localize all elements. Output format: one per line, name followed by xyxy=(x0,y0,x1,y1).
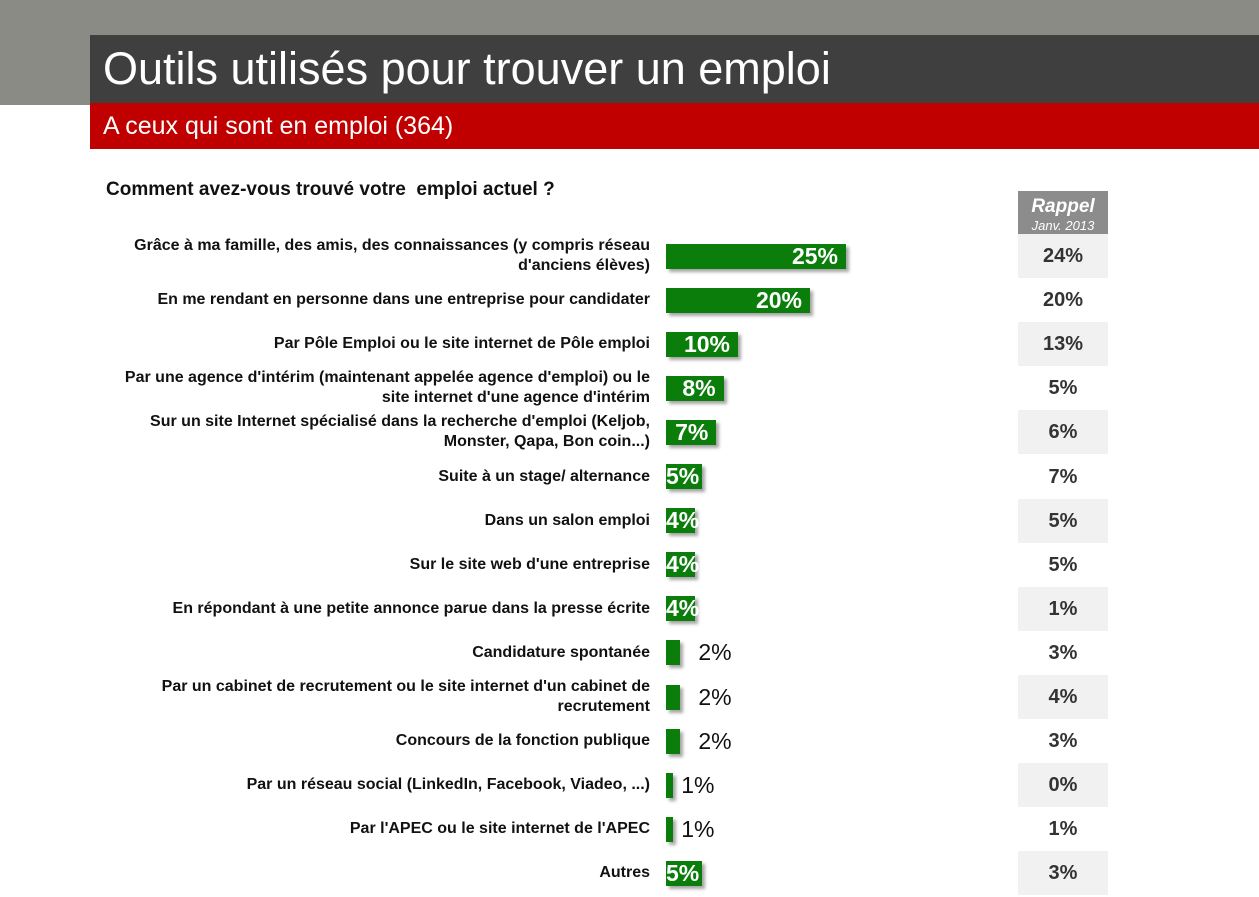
bar-value-label: 4% xyxy=(666,551,700,578)
category-label: Autres xyxy=(599,864,650,882)
rappel-value: 3% xyxy=(1048,641,1078,664)
bar-value-label: 2% xyxy=(698,639,732,666)
bar xyxy=(666,508,695,534)
page-title: Outils utilisés pour trouver un emploi xyxy=(90,35,1259,103)
bar-value-label: 4% xyxy=(666,507,700,534)
rappel-title: Rappel xyxy=(1031,196,1095,217)
bar xyxy=(666,860,702,886)
bar xyxy=(666,464,702,489)
rappel-value: 5% xyxy=(1048,553,1078,576)
bar-value-label: 2% xyxy=(698,683,732,710)
category-label: Suite à un stage/ alternance xyxy=(438,467,650,485)
rappel-value: 20% xyxy=(1042,289,1084,312)
bar-value-label: 7% xyxy=(675,418,709,445)
bar xyxy=(666,552,695,578)
bar-value-label: 2% xyxy=(698,727,732,754)
category-label: En répondant à une petite annonce parue … xyxy=(172,599,650,617)
bar-value-label: 25% xyxy=(791,242,838,269)
category-label: En me rendant en personne dans une entre… xyxy=(157,291,650,309)
top-gray-strip xyxy=(0,0,1259,35)
category-label: Concours de la fonction publique xyxy=(395,732,650,750)
bar xyxy=(666,684,681,710)
rappel-value: 1% xyxy=(1048,818,1078,841)
bar xyxy=(666,728,681,754)
category-label: Par l'APEC ou le site internet de l'APEC xyxy=(349,820,650,838)
rappel-header: Rappel Janv. 2013 xyxy=(1018,191,1108,239)
rappel-value: 5% xyxy=(1048,377,1078,400)
rappel-value: 3% xyxy=(1018,851,1108,896)
rappel-value: 5% xyxy=(1018,498,1108,543)
bar-value-label: 8% xyxy=(682,374,716,401)
page-subtitle: A ceux qui sont en emploi (364) xyxy=(90,103,1259,149)
category-label: Candidature spontanée xyxy=(472,643,650,661)
bar xyxy=(666,816,674,842)
bar xyxy=(666,640,681,666)
bar-value-label: 1% xyxy=(681,815,715,842)
category-label: Par une agence d'intérim (maintenant app… xyxy=(124,369,650,407)
bar xyxy=(666,772,674,798)
category-label: Par un réseau social (LinkedIn, Facebook… xyxy=(246,776,650,794)
rappel-value: 6% xyxy=(1018,410,1108,455)
rappel-value: 13% xyxy=(1018,322,1108,367)
rappel-value: 7% xyxy=(1048,465,1078,488)
bar-value-label: 10% xyxy=(683,330,730,357)
rappel-value: 1% xyxy=(1018,586,1108,631)
rappel-value: 0% xyxy=(1018,763,1108,808)
bar-value-label: 5% xyxy=(666,463,700,489)
category-label: Grâce à ma famille, des amis, des connai… xyxy=(134,237,650,274)
bar xyxy=(666,243,846,269)
bar-value-label: 4% xyxy=(666,595,700,622)
rappel-value: 24% xyxy=(1018,234,1108,278)
survey-question: Comment avez-vous trouvé votre emploi ac… xyxy=(106,179,555,200)
bar xyxy=(666,375,724,401)
bar-value-label: 1% xyxy=(681,771,715,798)
bar-value-label: 20% xyxy=(755,286,802,313)
category-label: Par un cabinet de recrutement ou le site… xyxy=(161,678,650,715)
category-label: Dans un salon emploi xyxy=(484,511,650,529)
category-label: Sur un site Internet spécialisé dans la … xyxy=(150,413,650,451)
category-label: Sur le site web d'une entreprise xyxy=(409,555,650,573)
bar xyxy=(666,287,810,313)
bar xyxy=(666,419,717,445)
bar xyxy=(666,596,695,622)
category-label: Par Pôle Emploi ou le site internet de P… xyxy=(273,335,650,353)
bar xyxy=(666,331,738,357)
rappel-value: 3% xyxy=(1048,730,1078,753)
left-gray-strip xyxy=(0,35,90,105)
rappel-subtitle: Janv. 2013 xyxy=(1031,218,1095,233)
bar-value-label: 5% xyxy=(666,859,700,886)
rappel-value: 4% xyxy=(1018,675,1108,719)
